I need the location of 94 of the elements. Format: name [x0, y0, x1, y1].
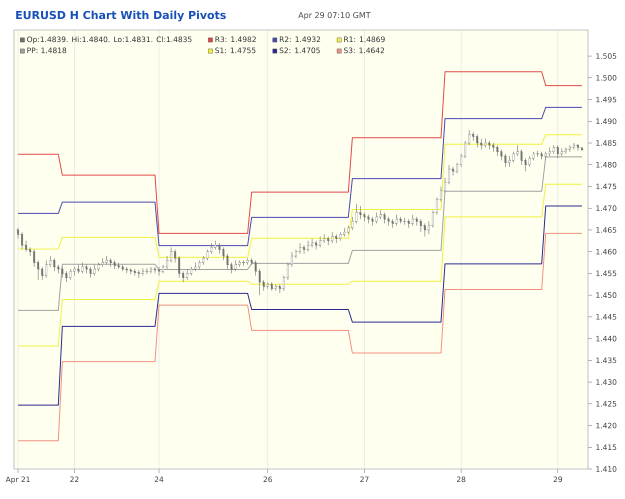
candlestick: [508, 156, 512, 168]
candlestick: [202, 256, 206, 266]
candlestick: [310, 238, 314, 248]
candlestick: [548, 147, 552, 156]
candlestick: [366, 214, 370, 224]
candlestick: [556, 144, 560, 159]
candlestick: [246, 258, 250, 266]
candlestick: [572, 142, 576, 150]
candlestick: [92, 264, 96, 276]
candlestick: [576, 144, 580, 152]
candlestick: [153, 266, 157, 274]
candlestick: [346, 225, 350, 235]
candlestick: [504, 154, 508, 168]
candlestick: [492, 142, 496, 152]
candlestick: [64, 270, 68, 282]
candlestick: [471, 132, 475, 142]
candlestick: [322, 234, 326, 244]
candlestick: [370, 216, 374, 226]
candlestick: [157, 266, 161, 276]
candlestick: [411, 214, 414, 226]
candlestick: [564, 147, 568, 154]
candlestick: [476, 134, 479, 148]
candlestick: [121, 264, 124, 272]
candlestick: [302, 244, 306, 254]
candlestick: [274, 284, 278, 292]
candlestick: [334, 234, 338, 244]
candlestick: [198, 260, 202, 270]
candlestick: [480, 138, 483, 150]
candlestick: [378, 210, 382, 220]
candlestick: [76, 264, 80, 274]
candlestick: [298, 242, 302, 254]
candlestick: [390, 218, 394, 228]
candlestick: [112, 260, 116, 270]
candlestick: [580, 147, 584, 152]
candlestick: [326, 236, 330, 246]
candlestick: [44, 260, 48, 278]
candlestick: [104, 256, 108, 266]
candlestick: [88, 266, 92, 278]
candlestick: [100, 258, 104, 268]
candlestick: [56, 264, 60, 274]
candlestick: [306, 240, 310, 252]
candlestick: [20, 232, 24, 250]
candlestick: [190, 266, 193, 276]
candlestick: [117, 262, 120, 270]
candlestick: [270, 282, 274, 292]
candlestick: [568, 144, 572, 152]
candlestick: [488, 140, 492, 150]
candlestick: [125, 266, 128, 274]
candlestick: [266, 282, 270, 289]
candlestick: [80, 262, 84, 274]
candlestick: [72, 266, 76, 276]
candlestick: [540, 151, 544, 160]
candlestick: [394, 214, 398, 226]
candlestick: [560, 148, 564, 156]
candlestick: [314, 240, 318, 250]
candlestick: [496, 144, 500, 156]
candlestick: [419, 218, 423, 232]
chart-title: EURUSD H Chart With Daily Pivots: [16, 10, 226, 22]
candlestick: [32, 249, 36, 268]
candlestick: [214, 240, 218, 250]
candlestick: [342, 227, 346, 237]
candlestick: [386, 216, 390, 226]
candlestick: [141, 268, 145, 276]
candlestick: [374, 212, 378, 224]
candlestick: [133, 268, 137, 276]
candlestick: [194, 262, 197, 272]
candlestick: [330, 232, 334, 244]
candlestick: [96, 262, 100, 272]
candlestick: [398, 216, 402, 224]
candlestick: [52, 258, 56, 272]
candlestick: [423, 223, 427, 237]
candlestick: [544, 151, 548, 159]
candlestick: [137, 270, 141, 278]
candlestick: [177, 256, 181, 278]
candlestick: [206, 249, 210, 261]
candlestick: [407, 218, 410, 228]
candlestick: [358, 206, 362, 220]
candlestick: [129, 268, 133, 275]
candlestick: [234, 260, 238, 272]
candlestick: [84, 264, 88, 274]
candlestick: [242, 260, 246, 266]
candlestick: [149, 266, 153, 274]
candlestick: [338, 232, 342, 242]
candlestick: [528, 156, 532, 168]
candlestick: [186, 268, 189, 280]
candlestick: [382, 212, 386, 224]
candlestick: [415, 216, 419, 226]
candlestick: [68, 268, 72, 280]
candlestick: [108, 258, 112, 268]
candlestick: [318, 236, 322, 248]
candlestick: [552, 144, 556, 154]
candlestick: [60, 266, 64, 278]
candlestick: [484, 138, 487, 148]
candlestick: [238, 260, 242, 268]
